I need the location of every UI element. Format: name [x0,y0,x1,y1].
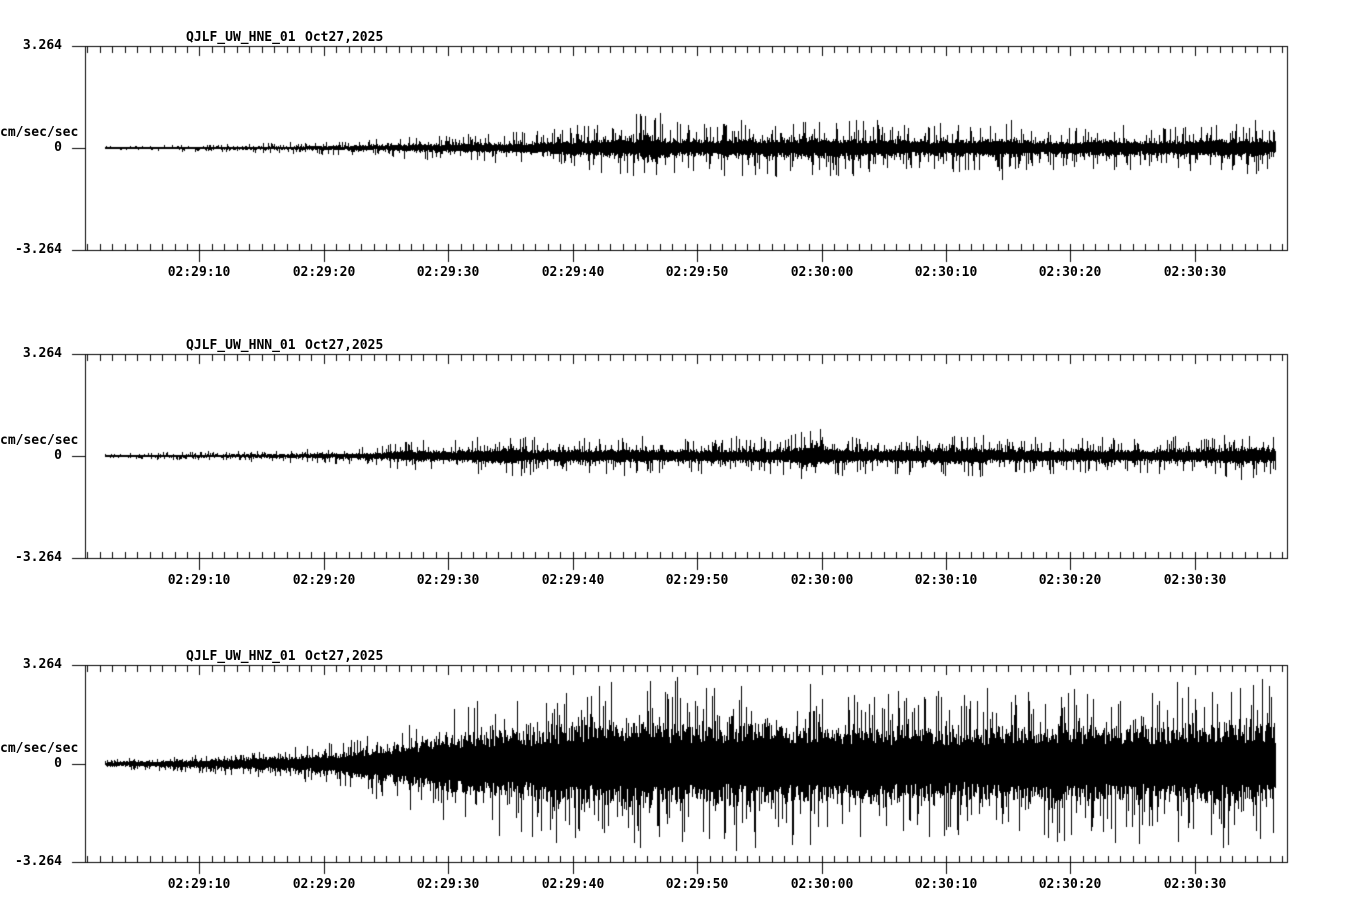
x-tick-label: 02:30:00 [790,265,854,280]
panel-title-station: QJLF_UW_HNZ_01 [186,649,296,664]
ytick-max-label: 3.264 [22,657,62,672]
x-tick-label: 02:30:30 [1163,265,1227,280]
x-tick-label: 02:30:00 [790,877,854,892]
ytick-max-label: 3.264 [22,38,62,53]
x-tick-label: 02:29:30 [416,877,480,892]
x-tick-label: 02:29:50 [665,573,729,588]
ytick-min-label: -3.264 [15,550,62,565]
panel-title-date: Oct27,2025 [305,338,384,353]
x-tick-label: 02:29:40 [541,877,605,892]
x-tick-label: 02:29:50 [665,877,729,892]
x-tick-label: 02:30:20 [1038,265,1102,280]
x-tick-label: 02:29:40 [541,265,605,280]
x-tick-label: 02:30:00 [790,573,854,588]
x-tick-label: 02:30:10 [914,573,978,588]
ytick-zero-label: 0 [54,448,62,463]
x-tick-label: 02:30:10 [914,877,978,892]
x-tick-label: 02:30:30 [1163,573,1227,588]
panel-title-date: Oct27,2025 [305,649,384,664]
x-tick-label: 02:29:10 [167,265,231,280]
x-tick-label: 02:30:20 [1038,877,1102,892]
ytick-max-label: 3.264 [22,346,62,361]
panel-title-date: Oct27,2025 [305,30,384,45]
y-axis-units-label: cm/sec/sec [0,125,79,140]
x-tick-label: 02:30:20 [1038,573,1102,588]
y-axis-units-label: cm/sec/sec [0,741,79,756]
x-tick-label: 02:30:30 [1163,877,1227,892]
x-tick-label: 02:30:10 [914,265,978,280]
panel-title-station: QJLF_UW_HNN_01 [186,338,296,353]
panel-title-station: QJLF_UW_HNE_01 [186,30,296,45]
x-tick-label: 02:29:30 [416,265,480,280]
ytick-zero-label: 0 [54,756,62,771]
x-tick-label: 02:29:30 [416,573,480,588]
x-tick-label: 02:29:10 [167,573,231,588]
ytick-zero-label: 0 [54,140,62,155]
x-tick-label: 02:29:20 [292,265,356,280]
x-tick-label: 02:29:50 [665,265,729,280]
y-axis-units-label: cm/sec/sec [0,433,79,448]
x-tick-label: 02:29:20 [292,877,356,892]
x-tick-label: 02:29:20 [292,573,356,588]
x-tick-label: 02:29:10 [167,877,231,892]
x-tick-label: 02:29:40 [541,573,605,588]
ytick-min-label: -3.264 [15,854,62,869]
ytick-min-label: -3.264 [15,242,62,257]
